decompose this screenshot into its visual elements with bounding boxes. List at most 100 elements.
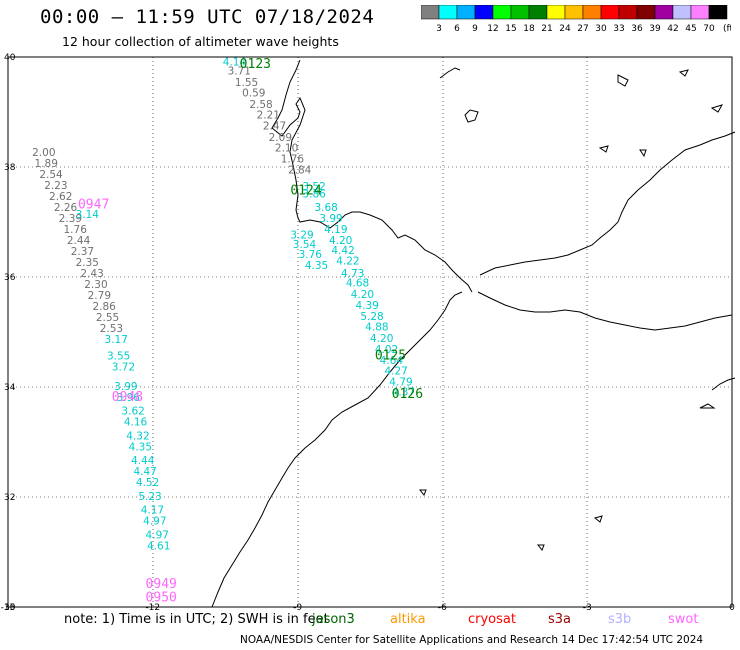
wave-height-value: 1.76 (64, 224, 88, 236)
satellite-altika: altika (390, 612, 426, 627)
wave-height-value: 2.30 (84, 279, 107, 291)
wave-height-map: 4.143.293.543.764.353.523.863.683.994.19… (1, 53, 736, 610)
wave-height-value: 2.00 (32, 147, 55, 159)
satellite-jason3: jason3 (312, 612, 355, 627)
wave-height-value: 2.86 (92, 301, 116, 313)
legend-label: 18 (523, 24, 535, 34)
x-tick-label: -6 (438, 603, 447, 610)
y-tick-label: 30 (4, 603, 16, 610)
y-tick-label: 38 (4, 163, 16, 173)
legend-label: 33 (613, 24, 624, 34)
wave-height-value: 2.79 (88, 290, 111, 302)
wave-height-value: 3.17 (105, 334, 128, 346)
legend-label: 45 (685, 24, 696, 34)
legend-label: 39 (649, 24, 661, 34)
pass-id-label: 0949 (146, 577, 177, 592)
altimeter-points: 4.143.293.543.764.353.523.863.683.994.19… (32, 56, 415, 552)
x-tick-label: -3 (583, 603, 592, 610)
wave-height-value: 3.54 (293, 239, 317, 251)
legend-label: 6 (454, 24, 460, 34)
wave-height-value: 4.16 (124, 417, 148, 429)
wave-height-value: 4.19 (324, 224, 347, 236)
wave-height-value: 4.39 (356, 300, 379, 312)
wave-height-value: 4.20 (351, 289, 374, 301)
wave-height-value: 2.37 (71, 246, 94, 258)
wave-height-value: 4.79 (389, 376, 412, 388)
wave-height-value: 2.53 (100, 323, 123, 335)
satellite-cryosat: cryosat (468, 612, 516, 627)
wave-height-value: 4.88 (365, 321, 388, 333)
satellite-s3a: s3a (548, 612, 572, 627)
wave-height-value: 3.99 (114, 381, 137, 393)
wave-height-value: 1.55 (235, 77, 258, 89)
y-tick-label: 34 (4, 383, 16, 393)
wave-height-value: 2.47 (263, 121, 286, 133)
plot-frame (7, 56, 733, 608)
x-tick-label: -15 (1, 603, 16, 610)
wave-height-value: 4.61 (147, 540, 170, 552)
y-tick-label: 32 (4, 493, 15, 503)
legend-label: 15 (505, 24, 516, 34)
wave-height-value: 2.62 (49, 191, 72, 203)
x-tick-label: 0 (729, 603, 735, 610)
wave-height-value: 0.59 (242, 88, 265, 100)
legend-swatch (708, 5, 728, 20)
wave-height-value: 4.17 (141, 505, 164, 517)
wave-height-value: 2.54 (39, 169, 63, 181)
pass-id-label: 0950 (146, 591, 177, 606)
wave-height-value: 4.20 (370, 333, 393, 345)
wave-height-value: 3.86 (302, 188, 326, 200)
wave-height-value: 2.26 (54, 202, 78, 214)
wave-height-value: 4.47 (133, 466, 156, 478)
wave-height-value: 3.68 (314, 202, 337, 214)
wave-height-value: 2.21 (257, 110, 280, 122)
wave-height-value: 4.52 (136, 477, 159, 489)
legend-label: 42 (667, 24, 678, 34)
pass-id-label: 0126 (392, 387, 423, 402)
axis-labels: -15 -12 -9 -6 -3 0 40 38 36 34 32 30 (1, 53, 735, 610)
wave-height-value: 1.76 (281, 154, 305, 166)
wave-height-value: 3.52 (302, 181, 325, 193)
wave-height-value: 3.29 (290, 230, 313, 242)
pass-id-label: 0125 (375, 349, 406, 364)
wave-height-value: 4.35 (129, 441, 152, 453)
wave-height-value: 4.73 (341, 268, 364, 280)
legend-label: 24 (559, 24, 571, 34)
satellite-s3b: s3b (608, 612, 632, 627)
wave-height-value: 2.43 (80, 268, 103, 280)
wave-height-value: 2.44 (67, 235, 91, 247)
wave-height-value: 2.23 (44, 180, 67, 192)
wave-height-value: 4.37 (392, 386, 415, 398)
legend-label: 36 (631, 24, 643, 34)
wave-height-value: 4.32 (126, 430, 149, 442)
legend-label: 12 (487, 24, 498, 34)
x-tick-label: -12 (145, 603, 160, 610)
y-tick-label: 36 (4, 273, 16, 283)
wave-height-value: 3.55 (107, 351, 130, 363)
wave-height-value: 2.55 (96, 312, 119, 324)
wave-height-value: 4.97 (146, 529, 169, 541)
legend-label: 21 (541, 24, 552, 34)
wave-height-value: 4.44 (131, 455, 155, 467)
wave-height-value: 2.35 (76, 257, 99, 269)
wave-height-value: 3.62 (121, 406, 144, 418)
wave-height-value: 3.99 (319, 213, 342, 225)
wave-height-value: 5.28 (360, 311, 383, 323)
legend-label: 9 (472, 24, 478, 34)
coastline (211, 59, 736, 608)
wave-height-value: 5.23 (138, 491, 161, 503)
wave-height-value: 4.68 (346, 277, 369, 289)
wave-height-value: 3.96 (117, 392, 141, 404)
legend-unit: (ft) (723, 24, 731, 34)
legend-label: 30 (595, 24, 607, 34)
wave-height-value: 2.58 (249, 99, 272, 111)
wave-height-value: 4.97 (143, 516, 166, 528)
pass-id-label: 0124 (290, 184, 321, 199)
legend-label: 70 (703, 24, 715, 34)
wave-height-value: 2.84 (288, 165, 312, 177)
wave-height-value: 2.09 (269, 132, 292, 144)
wave-height-value: 4.02 (375, 344, 398, 356)
wave-height-value: 4.20 (329, 235, 352, 247)
wave-height-value: 2.39 (59, 213, 82, 225)
y-tick-label: 40 (4, 53, 16, 63)
